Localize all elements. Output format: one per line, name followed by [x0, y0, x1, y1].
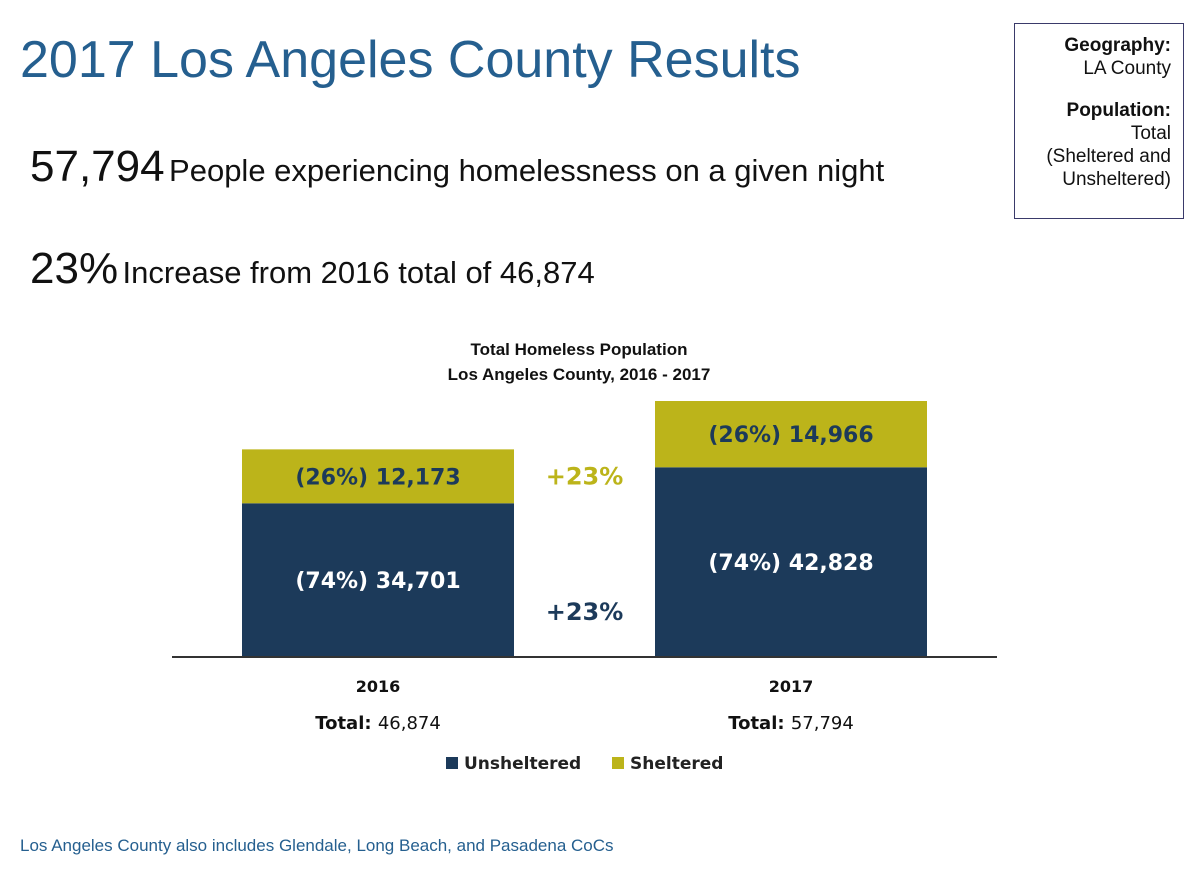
stat-increase-text: Increase from 2016 total of 46,874 [122, 255, 595, 290]
stat-total-text: People experiencing homelessness on a gi… [169, 153, 885, 188]
total-label: Total: 46,874 [315, 713, 441, 734]
legend-label-sheltered: Sheltered [630, 754, 723, 774]
page-title: 2017 Los Angeles County Results [20, 31, 801, 89]
stat-total-count: 57,794 People experiencing homelessness … [30, 142, 884, 192]
x-tick-label: 2017 [769, 677, 814, 696]
total-label: Total: 57,794 [728, 713, 854, 734]
total-label-value: 46,874 [378, 713, 441, 734]
x-tick-label: 2016 [356, 677, 401, 696]
population-value-line: Unsheltered) [1062, 169, 1171, 190]
total-label-key: Total: [728, 713, 791, 734]
data-label-unsheltered: (74%) 42,828 [708, 551, 873, 576]
stat-increase: 23% Increase from 2016 total of 46,874 [30, 244, 595, 294]
data-label-sheltered: (26%) 12,173 [295, 465, 460, 490]
population-value-line: (Sheltered and [1046, 146, 1171, 167]
bar-sheltered [655, 401, 927, 468]
stat-increase-value: 23% [30, 244, 119, 293]
legend-swatch-sheltered [612, 757, 624, 769]
legend-swatch-unsheltered [446, 757, 458, 769]
total-label-key: Total: [315, 713, 378, 734]
population-label: Population: [1066, 100, 1171, 121]
change-annotation-unsheltered: +23% [546, 598, 624, 626]
stacked-bar-chart: Total Homeless Population Los Angeles Cou… [172, 340, 997, 774]
chart-title: Total Homeless Population [471, 340, 688, 359]
bar-unsheltered [242, 503, 514, 657]
change-annotation-sheltered: +23% [546, 462, 624, 490]
population-value-line: Total [1130, 123, 1171, 144]
total-label-value: 57,794 [791, 713, 854, 734]
bar-sheltered [242, 449, 514, 504]
data-label-sheltered: (26%) 14,966 [708, 423, 873, 448]
bar-unsheltered [655, 467, 927, 657]
stat-total-value: 57,794 [30, 142, 165, 191]
geography-label: Geography: [1064, 35, 1171, 56]
legend-label-unsheltered: Unsheltered [464, 754, 581, 774]
chart-subtitle: Los Angeles County, 2016 - 2017 [448, 365, 711, 384]
data-label-unsheltered: (74%) 34,701 [295, 569, 460, 594]
footnote: Los Angeles County also includes Glendal… [20, 836, 614, 855]
info-box: Geography: LA County Population: Total (… [1014, 23, 1184, 219]
geography-value: LA County [1083, 58, 1171, 79]
